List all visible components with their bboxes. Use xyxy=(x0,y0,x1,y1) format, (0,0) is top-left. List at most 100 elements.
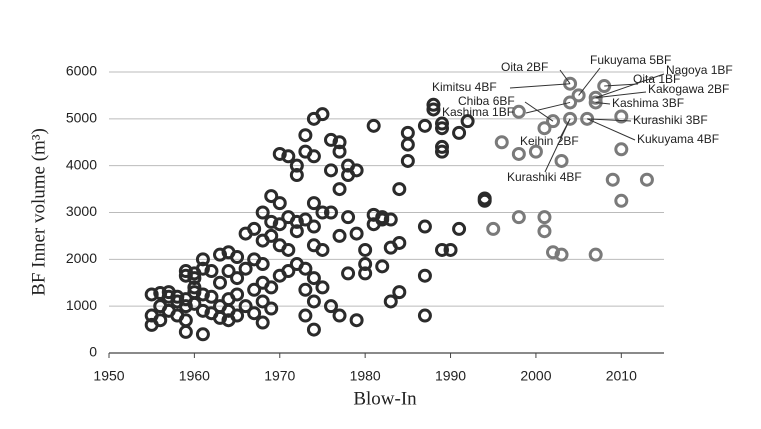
point xyxy=(230,249,245,264)
point xyxy=(417,219,432,234)
point xyxy=(315,242,330,257)
point xyxy=(230,271,245,286)
annotation: Oita 1BF xyxy=(633,72,680,86)
point xyxy=(170,289,185,304)
x-tick-label: 2010 xyxy=(606,368,637,384)
annotation-arrow xyxy=(587,118,632,122)
point xyxy=(178,324,193,339)
point xyxy=(298,282,313,297)
point xyxy=(452,221,467,236)
point xyxy=(614,142,629,157)
y-tick-label: 0 xyxy=(89,344,97,360)
annotation: Kurashiki 3BF xyxy=(633,113,708,127)
point xyxy=(324,205,338,220)
point xyxy=(255,205,270,220)
point xyxy=(204,289,219,304)
point xyxy=(332,144,347,159)
point xyxy=(588,90,603,105)
point xyxy=(324,132,338,147)
annotation-arrow xyxy=(509,83,571,89)
point xyxy=(187,271,202,286)
point xyxy=(298,308,313,323)
point xyxy=(178,264,193,279)
annotation: Kakogawa 2BF xyxy=(648,82,729,96)
point xyxy=(238,299,253,314)
point xyxy=(178,268,193,283)
point xyxy=(494,135,509,150)
point xyxy=(400,153,415,168)
point xyxy=(341,266,356,281)
annotation-arrow xyxy=(595,73,665,99)
point xyxy=(298,212,313,227)
point xyxy=(315,280,330,295)
point xyxy=(435,144,449,159)
point xyxy=(400,125,415,140)
point xyxy=(392,182,407,197)
point xyxy=(537,121,552,136)
point xyxy=(452,125,467,140)
point xyxy=(383,294,398,309)
annotation-arrow xyxy=(559,69,571,85)
point xyxy=(588,95,603,110)
y-tick-label: 5000 xyxy=(66,110,97,126)
annotation: Kashima 1BF xyxy=(442,105,514,119)
point xyxy=(289,224,304,239)
point xyxy=(306,196,321,211)
point xyxy=(443,242,458,257)
point xyxy=(546,114,560,129)
annotation: Kukuyama 4BF xyxy=(637,132,719,146)
point xyxy=(392,285,407,300)
point xyxy=(178,299,193,314)
annotation: Kimitsu 4BF xyxy=(432,80,497,94)
point xyxy=(315,107,330,122)
point xyxy=(426,97,441,112)
point xyxy=(332,308,347,323)
annotation-arrow xyxy=(544,118,571,173)
point xyxy=(195,327,210,342)
point xyxy=(511,104,526,119)
point xyxy=(272,146,287,161)
y-axis-label: BF Inner volume (m³) xyxy=(28,128,49,296)
point xyxy=(358,266,373,281)
annotation: Fukuyama 5BF xyxy=(590,53,671,67)
annotation-arrow xyxy=(525,101,571,114)
point xyxy=(460,114,475,129)
annotation-arrow xyxy=(595,91,647,99)
point xyxy=(435,121,449,136)
point xyxy=(281,242,296,257)
point xyxy=(247,306,262,321)
point xyxy=(298,261,313,276)
annotation-arrow xyxy=(578,67,601,96)
point xyxy=(247,282,262,297)
point xyxy=(195,287,210,302)
point xyxy=(554,247,569,262)
point xyxy=(213,310,227,325)
point xyxy=(255,294,270,309)
point xyxy=(255,315,270,330)
y-tick-label: 4000 xyxy=(66,156,97,172)
point xyxy=(324,299,338,314)
point xyxy=(332,228,347,243)
point xyxy=(281,264,296,279)
point xyxy=(289,168,304,183)
point xyxy=(187,280,202,295)
point xyxy=(281,149,296,164)
point xyxy=(272,196,287,211)
x-tick-label: 1990 xyxy=(435,368,466,384)
point xyxy=(264,189,279,204)
point xyxy=(306,149,321,164)
point xyxy=(349,226,364,241)
point xyxy=(195,252,210,267)
point xyxy=(614,109,629,124)
point xyxy=(264,280,279,295)
annotation: Keihin 2BF xyxy=(520,134,579,148)
point xyxy=(221,264,236,279)
x-tick-label: 2000 xyxy=(520,368,551,384)
point xyxy=(528,144,543,159)
x-axis-label: Blow-In xyxy=(353,388,417,409)
point xyxy=(614,193,629,208)
point xyxy=(375,212,390,227)
point xyxy=(289,158,304,173)
y-tick-label: 6000 xyxy=(66,63,97,79)
point xyxy=(255,257,270,272)
